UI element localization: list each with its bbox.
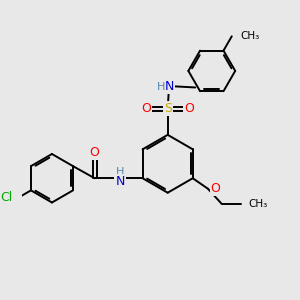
- Text: O: O: [184, 102, 194, 115]
- Text: O: O: [90, 146, 100, 159]
- Text: Cl: Cl: [1, 191, 13, 205]
- Text: H: H: [157, 82, 166, 92]
- Text: CH₃: CH₃: [249, 199, 268, 209]
- Text: CH₃: CH₃: [241, 31, 260, 41]
- Text: S: S: [164, 102, 172, 115]
- Text: O: O: [141, 102, 151, 115]
- Text: N: N: [115, 175, 125, 188]
- Text: H: H: [116, 167, 124, 177]
- Text: N: N: [164, 80, 174, 93]
- Text: O: O: [211, 182, 220, 195]
